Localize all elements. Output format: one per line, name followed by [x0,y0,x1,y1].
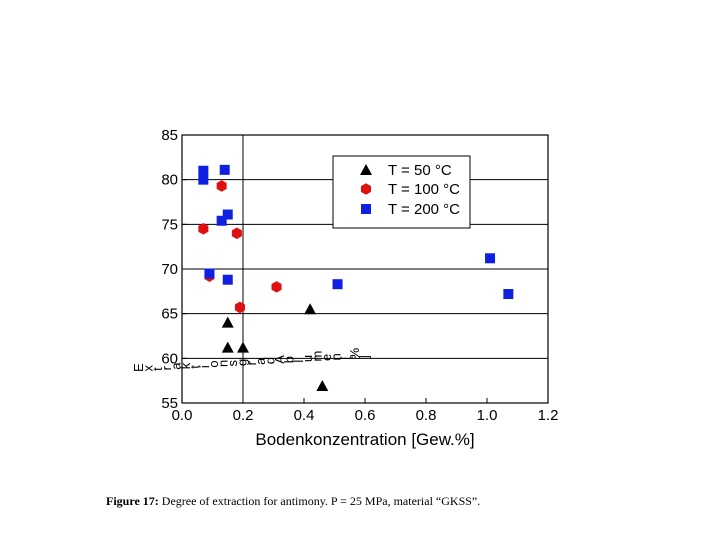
y-tick-label: 70 [161,261,178,278]
legend-box [332,155,471,229]
data-point-triangle [304,303,317,315]
data-point-hexagon [271,281,282,293]
data-point-square [219,164,230,175]
caption-text: Degree of extraction for antimony. P = 2… [161,494,481,508]
y-tick-label: 75 [161,216,178,233]
y-axis-title-char: s [225,360,240,367]
y-axis-title-char: l [291,360,306,363]
data-point-hexagon [234,301,245,314]
y-tick-label: 60 [161,350,178,367]
x-tick-label: 1.0 [477,407,498,424]
data-point-square [216,215,227,226]
x-tick-label: 0.4 [294,407,315,424]
x-tick-label: 1.2 [538,407,559,424]
data-point-triangle [221,341,234,353]
y-axis-title-char: i [197,365,212,368]
data-point-hexagon [198,223,209,235]
y-axis-title-char: g [234,359,249,366]
y-tick-label: 55 [161,395,178,412]
legend-label: T = 50 °C [388,162,452,179]
data-point-square [503,289,514,300]
y-axis-title-char: o [206,360,221,367]
y-axis-title-char: n [216,360,231,367]
y-axis-title-char: e [319,354,334,361]
y-axis-title-char: u [300,355,315,362]
y-axis-title-char: [ [338,356,353,360]
y-axis-title-char: x [140,364,155,371]
y-axis-title-char: E [131,363,146,372]
y-axis-title-char: t [187,365,202,369]
legend-marker-hexagon [360,183,372,195]
data-point-hexagon [231,227,242,240]
x-tick-label: 0.0 [172,407,193,424]
legend-label: T = 100 °C [388,181,460,198]
y-axis-title-char: r [244,360,259,365]
y-axis-title-char: n [328,353,343,360]
data-point-triangle [237,341,249,353]
y-axis-title-char: d [263,357,278,364]
x-axis: 0.0 0.2 0.4 0.6 0.8 1.0 1.2 [172,398,559,424]
x-tick-label: 0.2 [233,407,254,424]
y-axis-title-char: m [310,351,325,362]
y-axis-title-char: a [253,357,268,365]
y-axis-title-char: k [178,362,193,369]
y-axis-title-char: A [272,355,287,364]
y-axis-title-char: r [159,365,174,370]
y-axis-title-char: a [169,362,184,370]
data-point-square [198,174,209,185]
data-point-square [222,274,233,285]
y-tick-label: 85 [161,127,178,144]
data-point-square [485,253,496,264]
data-point-triangle [316,380,329,392]
y-axis-title-char: ] [357,355,372,359]
data-point-square [332,279,343,290]
data-point-square [222,209,233,220]
data-point-triangle [221,316,234,328]
y-axis-title-char: % [347,347,362,359]
y-axis-title-char: b [281,356,296,363]
legend-marker-triangle [360,164,372,175]
x-tick-label: 0.6 [355,407,376,424]
x-axis-title: Bodenkonzentration [Gew.%] [255,430,474,449]
legend-label: T = 200 °C [388,201,460,218]
legend: T = 50 °C T = 100 °C T = 200 °C [332,155,471,229]
caption-label: Figure 17: [106,494,159,508]
x-tick-label: 0.8 [416,407,437,424]
data-points [198,164,514,392]
y-tick-label: 65 [161,306,178,323]
data-point-square [204,268,215,279]
data-point-square [198,165,209,176]
y-axis-title-char: t [150,367,165,371]
legend-marker-square [361,204,371,214]
y-axis: 55 60 65 70 75 80 85 [161,127,187,412]
figure-caption: Figure 17: Degree of extraction for anti… [106,494,480,509]
y-tick-label: 80 [161,172,178,189]
data-point-hexagon [216,180,227,192]
